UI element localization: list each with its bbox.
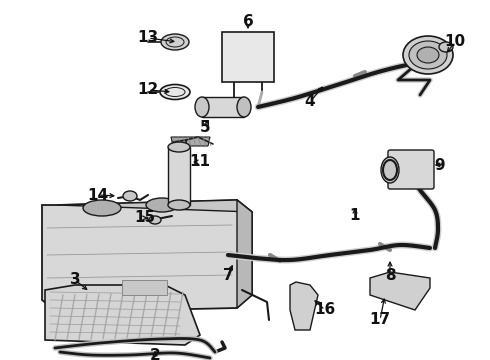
Text: 5: 5 (200, 121, 210, 135)
Ellipse shape (237, 97, 251, 117)
Ellipse shape (168, 200, 190, 210)
Text: 12: 12 (137, 82, 159, 98)
Polygon shape (171, 137, 210, 146)
Bar (222, 32, 274, 82)
Text: 4: 4 (305, 94, 315, 109)
Polygon shape (370, 272, 430, 310)
Polygon shape (42, 200, 252, 312)
Ellipse shape (417, 47, 439, 63)
Bar (122, 280, 167, 295)
Text: 6: 6 (243, 14, 253, 30)
Text: 7: 7 (222, 267, 233, 283)
Ellipse shape (160, 85, 190, 99)
Text: 1: 1 (350, 207, 360, 222)
Ellipse shape (161, 34, 189, 50)
Bar (168, 147, 190, 205)
Ellipse shape (195, 97, 209, 117)
Text: 8: 8 (385, 267, 395, 283)
FancyBboxPatch shape (388, 150, 434, 189)
Text: 9: 9 (435, 158, 445, 172)
Text: 14: 14 (87, 188, 109, 202)
Ellipse shape (83, 200, 121, 216)
Ellipse shape (123, 191, 137, 201)
Polygon shape (237, 200, 252, 308)
Text: 15: 15 (134, 211, 155, 225)
Text: 3: 3 (70, 273, 80, 288)
Ellipse shape (439, 42, 453, 52)
Text: 2: 2 (149, 347, 160, 360)
Text: 17: 17 (369, 312, 391, 328)
Ellipse shape (149, 216, 161, 224)
Ellipse shape (409, 41, 447, 69)
Text: 10: 10 (444, 35, 466, 49)
Ellipse shape (146, 198, 178, 212)
Polygon shape (57, 200, 252, 212)
Text: 16: 16 (315, 302, 336, 318)
Bar (202, 97, 244, 117)
Ellipse shape (168, 142, 190, 152)
Ellipse shape (381, 157, 399, 183)
Polygon shape (290, 282, 318, 330)
Polygon shape (45, 285, 200, 345)
Text: 11: 11 (190, 154, 211, 170)
Text: 13: 13 (137, 31, 159, 45)
Ellipse shape (403, 36, 453, 74)
